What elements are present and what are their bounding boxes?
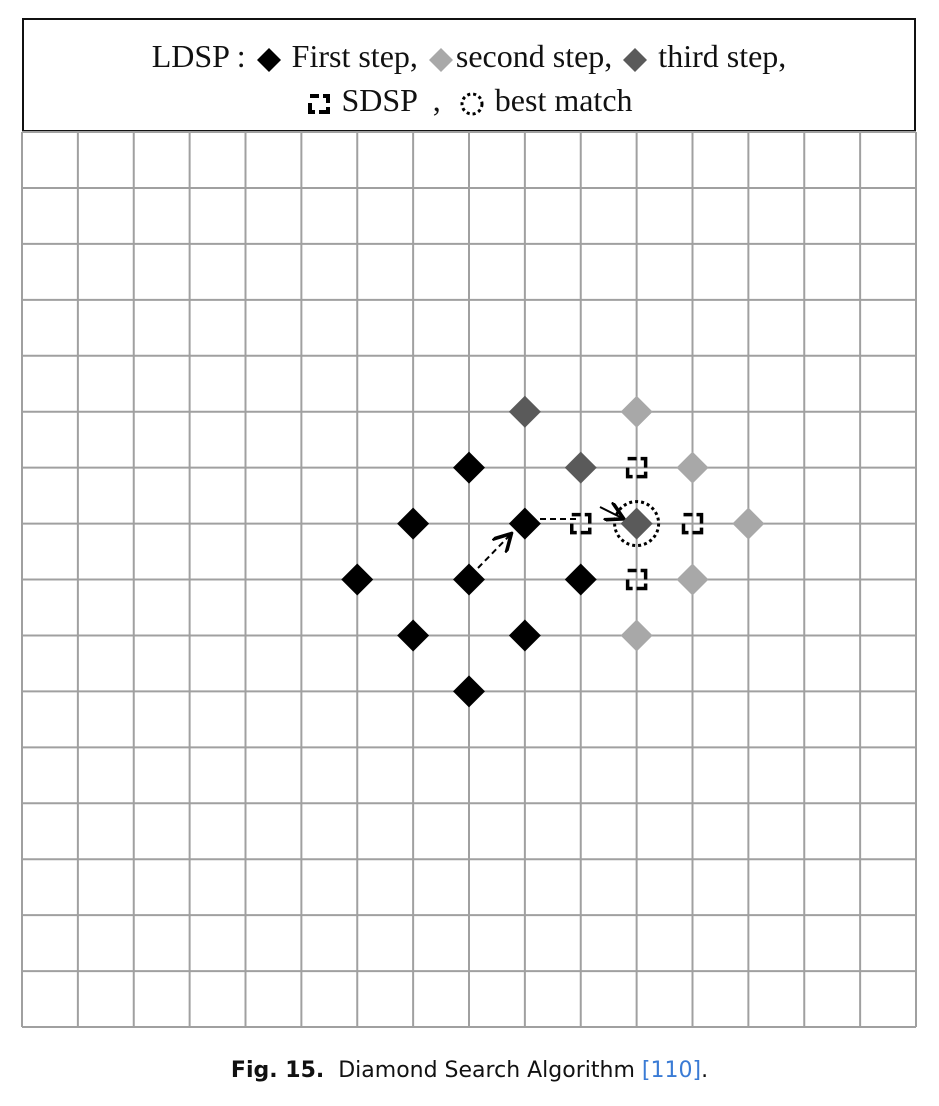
- legend-line-2: SDSP , best match: [24, 82, 914, 119]
- first-step-point: [397, 507, 430, 540]
- legend-box: LDSP : First step, second step, third st…: [22, 18, 916, 132]
- second-step-point: [676, 563, 709, 596]
- first-step-point: [508, 507, 541, 540]
- second-step-point: [676, 451, 709, 484]
- caption-reference-link[interactable]: [110]: [641, 1058, 702, 1083]
- caption-text: Diamond Search Algorithm: [338, 1058, 635, 1083]
- second-step-point: [620, 395, 653, 428]
- legend-separator: ,: [432, 82, 441, 118]
- search-points: [341, 395, 765, 708]
- first-step-point: [508, 619, 541, 652]
- caption-fig-number: Fig. 15.: [230, 1058, 325, 1083]
- legend-sdsp-icon: [308, 93, 331, 114]
- legend-third-label: third step,: [658, 38, 787, 74]
- sdsp-marker: [570, 512, 592, 535]
- arrow-step1: [477, 535, 510, 569]
- first-step-point: [564, 563, 597, 596]
- first-step-point: [453, 563, 485, 596]
- legend-line-1: LDSP : First step, second step, third st…: [24, 38, 914, 75]
- legend-second-label: second step,: [455, 38, 613, 74]
- legend-prefix: LDSP :: [151, 38, 246, 74]
- first-step-point: [397, 619, 430, 652]
- first-step-point: [453, 451, 485, 484]
- caption-end: .: [701, 1058, 709, 1083]
- third-step-point: [620, 507, 653, 540]
- legend-first-diamond-icon: [256, 47, 281, 72]
- legend-best-match-icon: [460, 92, 484, 116]
- best-match-circle: [613, 500, 661, 548]
- third-step-point: [564, 451, 597, 484]
- legend-first-label: First step,: [291, 38, 418, 74]
- diamond-search-diagram: [21, 131, 917, 1028]
- second-step-point: [620, 619, 653, 652]
- legend-third-diamond-icon: [623, 47, 648, 72]
- second-step-point: [732, 507, 765, 540]
- sdsp-marker: [625, 456, 648, 479]
- first-step-point: [453, 675, 485, 708]
- figure-caption: Fig. 15. Diamond Search Algorithm [110].: [0, 1058, 939, 1083]
- sdsp-marker: [681, 512, 704, 535]
- arrow-step3: [599, 507, 622, 518]
- first-step-point: [341, 563, 374, 596]
- legend-sdsp-label: SDSP: [341, 82, 417, 118]
- legend-best-label: best match: [494, 82, 633, 118]
- sdsp-marker: [625, 568, 648, 591]
- grid: [21, 131, 917, 1028]
- legend-second-diamond-icon: [428, 47, 453, 72]
- third-step-point: [508, 395, 541, 428]
- search-arrows: [477, 507, 622, 569]
